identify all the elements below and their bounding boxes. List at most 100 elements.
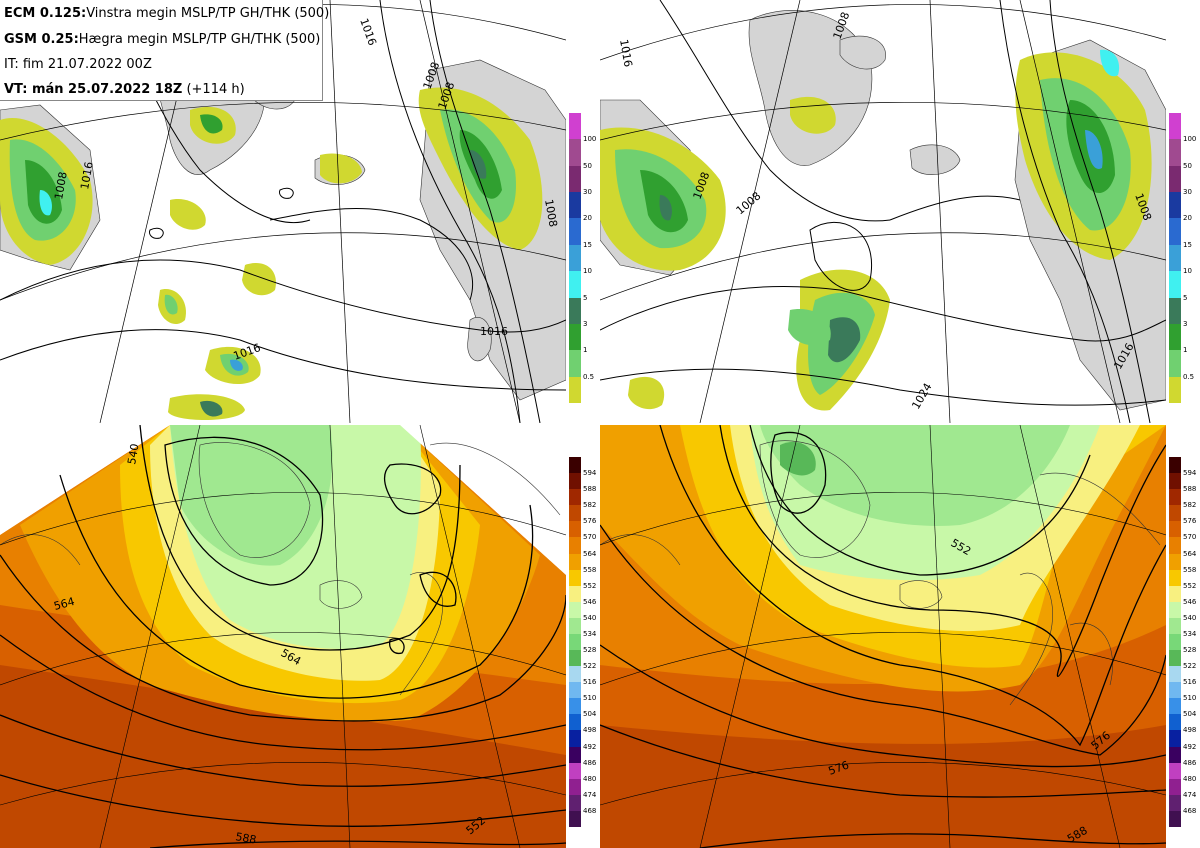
colorbar-cell [1169,633,1181,651]
colorbar-label: 570 [583,533,597,542]
colorbar-label: 30 [1183,188,1192,197]
colorbar-cell [1169,505,1181,522]
colorbar-cell [1169,810,1181,828]
colorbar-label: 528 [583,646,597,655]
colorbar-label: 20 [1183,214,1192,223]
colorbar-cell [569,569,581,587]
colorbar-label: 522 [583,662,597,671]
colorbar-label: 552 [1183,581,1197,590]
colorbar-cell [569,139,581,167]
colorbar-label: 516 [583,678,597,687]
colorbar-label: 50 [583,161,592,170]
colorbar-cell [1169,192,1181,219]
height-contours [600,425,1166,848]
colorbar-cell [569,633,581,651]
colorbar-cell [569,537,581,554]
info-ecm-line: ECM 0.125:Vinstra megin MSLP/TP GH/THK (… [4,6,330,21]
contour-label: 588 [234,830,257,846]
colorbar-cell [569,682,581,699]
colorbar-cell [569,617,581,635]
colorbar-label: 528 [1183,646,1197,655]
gsm-thickness-svg: 552 576 576 588 [600,425,1166,848]
isobar-label: 1008 [542,198,560,228]
colorbar-label: 474 [583,790,597,799]
colorbar-label: 570 [1183,533,1197,542]
colorbar-cell [1169,271,1181,299]
colorbar-cell [569,553,581,571]
colorbar-label: 480 [583,774,597,783]
colorbar-cell [569,218,581,246]
colorbar-cell [1169,778,1181,796]
colorbar-label: 582 [1183,501,1197,510]
colorbar-label: 30 [583,188,592,197]
colorbar-label: 546 [583,597,597,606]
colorbar-label: 468 [583,806,597,815]
info-init-time: IT: fim 21.07.2022 00Z [4,57,152,72]
colorbar-label: 576 [1183,517,1197,526]
colorbar-label: 510 [1183,694,1197,703]
colorbar-cell [569,192,581,219]
colorbar-label: 100 [583,135,597,144]
colorbar-label: 510 [583,694,597,703]
colorbar-cell [569,601,581,619]
colorbar-cell [569,297,581,325]
colorbar-cell [569,165,581,193]
colorbar-cell [569,244,581,272]
precip-colorbar-left: 100 50 30 20 15 10 5 3 1 0.5 [569,113,599,404]
colorbar-label: 0.5 [1183,372,1195,381]
colorbar-label: 540 [1183,613,1197,622]
colorbar-cell [569,521,581,538]
iceland-land [909,144,961,175]
colorbar-label: 0.5 [583,372,595,381]
colorbar-cell [1169,650,1181,667]
colorbar-label: 1 [1183,346,1188,355]
colorbar-cell [569,376,581,404]
colorbar-label: 3 [583,319,588,328]
colorbar-cell [569,714,581,731]
thickness-colorbar-right: 594 588 582 576 570 564 558 552 546 540 534 528 522 5… [1169,457,1199,828]
colorbar-cell [569,810,581,828]
colorbar-cell [569,794,581,812]
colorbar-label: 3 [1183,319,1188,328]
gsm-mslp-svg: 1016 1008 1008 1008 1008 1024 1016 [600,0,1166,423]
colorbar-cell [569,666,581,683]
colorbar-label: 558 [583,565,597,574]
colorbar-cell [1169,218,1181,246]
colorbar-label: 474 [1183,790,1197,799]
colorbar-cell [569,271,581,299]
colorbar-label: 534 [1183,629,1197,638]
colorbar-label: 498 [583,726,597,735]
vertical-divider [566,0,600,848]
colorbar-cell [569,323,581,351]
colorbar-cell [1169,553,1181,571]
info-gsm-line: GSM 0.25:Hægra megin MSLP/TP GH/THK (500… [4,32,321,47]
colorbar-cell [569,489,581,506]
colorbar-label: 594 [1183,469,1197,478]
colorbar-label: 504 [583,710,597,719]
colorbar-label: 582 [583,501,597,510]
colorbar-cell [1169,113,1181,140]
colorbar-cell [1169,297,1181,325]
colorbar-cell [569,746,581,764]
ecm-thickness-map: 564 564 588 540 552 [0,425,566,848]
colorbar-label: 534 [583,629,597,638]
colorbar-label: 15 [583,240,592,249]
colorbar-cell [1169,457,1181,474]
colorbar-label: 516 [1183,678,1197,687]
colorbar-cell [1169,682,1181,699]
gsm-thickness-map: 552 576 576 588 [600,425,1166,848]
precip-areas [600,49,1152,411]
colorbar-cell [1169,473,1181,490]
colorbar-cell [569,650,581,667]
colorbar-label: 50 [1183,161,1192,170]
colorbar-cell [569,473,581,490]
graticule [0,425,566,848]
info-valid-time: VT: mán 25.07.2022 18Z (+114 h) [4,82,245,97]
colorbar-cell [1169,698,1181,715]
colorbar-label: 468 [1183,806,1197,815]
colorbar-cell [1169,666,1181,683]
colorbar-label: 552 [583,581,597,590]
colorbar-cell [1169,601,1181,619]
colorbar-label: 486 [583,758,597,767]
colorbar-label: 576 [583,517,597,526]
